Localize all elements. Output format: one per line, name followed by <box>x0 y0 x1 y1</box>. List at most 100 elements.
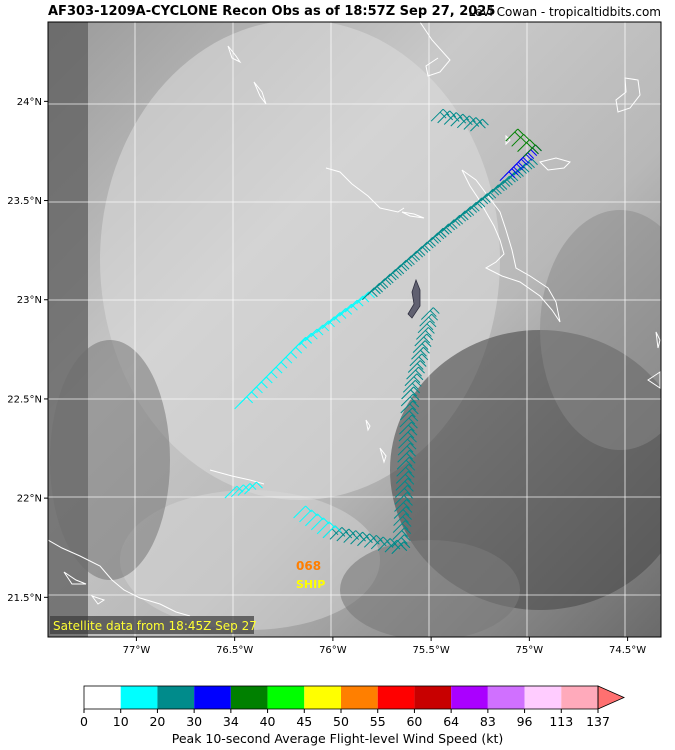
wind-barb-flag <box>424 340 432 347</box>
colorbar-swatch <box>487 686 525 709</box>
wind-barb-flag <box>449 110 457 118</box>
wind-barb <box>399 414 419 428</box>
wind-barb <box>244 481 263 495</box>
colorbar-tick-label: 55 <box>370 714 386 729</box>
wind-barb-flag <box>459 116 467 124</box>
wind-barb-flag <box>386 276 394 284</box>
wind-barb <box>395 470 415 484</box>
wind-barb-flag <box>411 414 419 422</box>
wind-barb-flag <box>425 330 432 337</box>
wind-barb-flag <box>328 521 336 529</box>
wind-barb-shaft <box>350 531 363 545</box>
wind-barb-shaft <box>502 171 516 185</box>
wind-barb-flag <box>405 466 413 474</box>
wind-barb-flag <box>495 187 502 195</box>
wind-barb-flag <box>520 158 528 166</box>
wind-barb <box>406 366 425 380</box>
lat-tick-label: 22°N <box>17 494 42 505</box>
colorbar-swatch <box>230 686 268 709</box>
wind-barb <box>343 530 363 543</box>
lon-tick-label: 77°W <box>123 645 151 656</box>
wind-barb-shaft <box>395 470 409 484</box>
wind-barb <box>299 509 318 523</box>
wind-barb-flag <box>446 113 454 121</box>
wind-barb-flag <box>420 349 427 357</box>
wind-barb <box>357 533 376 547</box>
wind-barb-shaft <box>458 206 472 219</box>
wind-barb-flag <box>406 492 414 499</box>
wind-barb-flag <box>270 371 278 379</box>
wind-barb-shaft <box>231 484 244 498</box>
wind-barb-shaft <box>463 201 477 215</box>
wind-barb-flag <box>514 131 522 139</box>
lat-tick-label: 24°N <box>17 97 42 108</box>
lon-axis: 77°W 76.5°W 76°W 75.5°W 75°W 74.5°W <box>123 637 646 656</box>
colorbar-tick-label: 96 <box>517 714 533 729</box>
wind-barb-flag <box>275 366 283 374</box>
wind-barb-flag <box>389 538 397 545</box>
wind-barb <box>397 442 417 456</box>
wind-barb-shaft <box>400 393 414 407</box>
colorbar-swatch <box>84 686 121 709</box>
wind-barb-shaft <box>399 421 412 435</box>
wind-barb-flag <box>525 162 533 170</box>
wind-barb-flag <box>409 449 416 457</box>
wind-barb-shaft <box>470 118 483 132</box>
wind-barb-shaft <box>367 282 381 296</box>
wind-barb-flag <box>376 285 384 293</box>
credit-text: Levi Cowan - tropicaltidbits.com <box>468 5 661 19</box>
wind-barb-flag <box>450 222 458 229</box>
wind-barb-shaft <box>456 115 470 129</box>
wind-barb-flag <box>290 351 298 359</box>
wind-barb-flag <box>527 152 535 160</box>
wind-barb <box>394 492 414 505</box>
wind-barb <box>517 139 536 152</box>
wind-barb <box>470 118 489 132</box>
wind-barb-shaft <box>377 538 391 551</box>
wind-barb <box>392 520 412 533</box>
wind-barb-shaft <box>298 332 312 346</box>
wind-barb-shaft <box>224 485 238 499</box>
wind-barb-flag <box>256 386 263 394</box>
wind-barb-shaft <box>407 360 421 373</box>
wind-barb-shaft <box>401 386 415 400</box>
wind-barb-flag <box>483 196 491 203</box>
wind-barb-flag <box>397 267 405 275</box>
wind-barb <box>305 513 324 527</box>
wind-barb-flag <box>413 386 421 394</box>
wind-barb <box>411 346 430 360</box>
wind-barb <box>316 521 336 535</box>
wind-barb <box>363 534 383 548</box>
wind-barb-flag <box>371 290 378 298</box>
wind-barb-flag <box>411 407 419 415</box>
wind-barb-shaft <box>417 320 431 334</box>
wind-barb-flag <box>523 133 531 141</box>
wind-barb <box>420 307 440 320</box>
wind-barb-shaft <box>409 353 423 367</box>
wind-barb-shaft <box>398 428 412 442</box>
lon-tick-label: 75°W <box>516 645 544 656</box>
wind-barb-flag <box>472 120 480 127</box>
wind-barb-shaft <box>404 250 418 264</box>
wind-barb-shaft <box>395 478 409 491</box>
lat-tick-label: 21.5°N <box>7 593 42 604</box>
wind-barb-shaft <box>356 291 369 305</box>
wind-barb-flag <box>322 517 330 525</box>
wind-barb-shaft <box>392 520 406 533</box>
wind-barb-shaft <box>396 463 410 477</box>
wind-speed-colorbar: 0 10 20 30 34 40 45 50 55 60 64 83 96 113 137 <box>80 685 625 729</box>
colorbar-title: Peak 10-second Average Flight-level Wind… <box>171 731 504 746</box>
lat-tick-label: 23°N <box>17 295 42 306</box>
wind-barb-flag <box>331 528 339 536</box>
wind-barb-shaft <box>293 505 306 519</box>
wind-barb-flag <box>413 376 421 384</box>
colorbar-swatch <box>377 686 415 709</box>
wind-barb <box>396 456 416 470</box>
colorbar-swatch <box>341 686 378 709</box>
wind-barb-flag <box>479 121 486 129</box>
wind-barb-flag <box>355 530 363 537</box>
wind-barb-shaft <box>305 513 318 527</box>
wind-barb-flag <box>381 281 389 288</box>
wind-barb-shaft <box>443 112 457 125</box>
wind-barb <box>430 108 450 122</box>
